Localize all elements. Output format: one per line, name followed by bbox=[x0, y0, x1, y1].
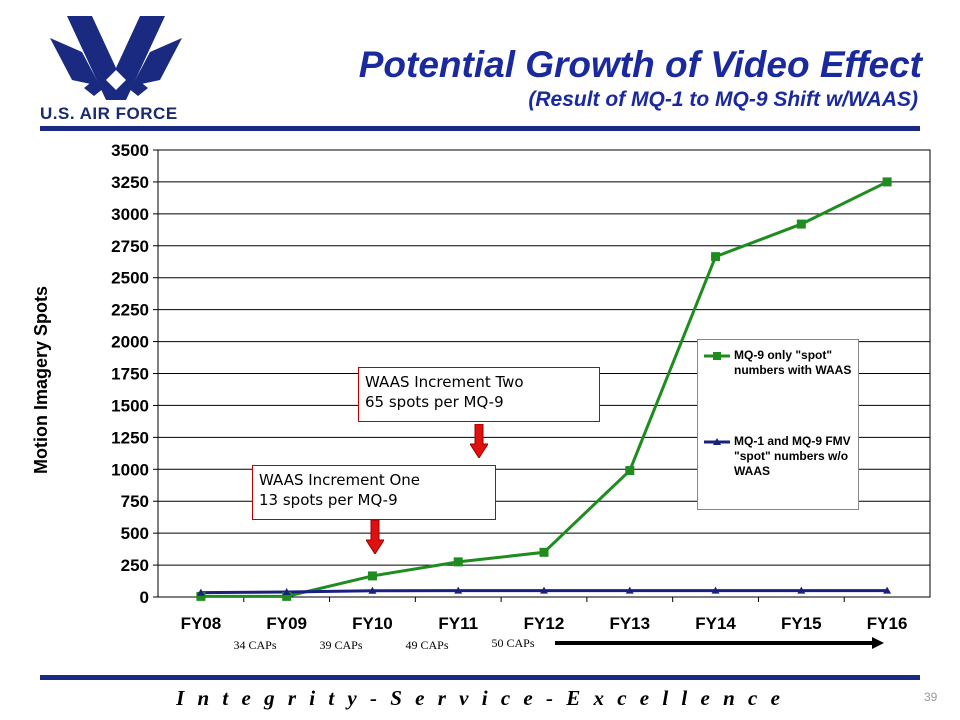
y-tick-label: 250 bbox=[121, 556, 149, 575]
data-point bbox=[454, 586, 463, 594]
data-point bbox=[196, 588, 205, 596]
cap-label: 49 CAPs bbox=[405, 638, 448, 652]
callout-one-line2: 13 spots per MQ-9 bbox=[259, 491, 398, 509]
data-point bbox=[883, 586, 892, 594]
legend-label-mq9: MQ-9 only "spot" numbers with WAAS bbox=[734, 348, 852, 377]
data-point bbox=[196, 591, 206, 601]
data-point bbox=[282, 591, 292, 601]
data-point bbox=[882, 177, 892, 187]
air-force-logo-icon bbox=[50, 16, 182, 100]
header-divider bbox=[40, 126, 920, 131]
cap-label: 50 CAPs bbox=[491, 636, 534, 650]
caps-timeline-arrowhead bbox=[872, 637, 884, 649]
y-tick-label: 1750 bbox=[111, 365, 149, 384]
callout-one-line1: WAAS Increment One bbox=[259, 471, 421, 489]
line-chart: 0 250 500 750 1000 1250 1500 1750 2000 2250 2500 27… bbox=[31, 141, 931, 652]
x-tick-label: FY10 bbox=[352, 614, 393, 633]
data-point bbox=[625, 586, 634, 594]
data-point bbox=[711, 252, 721, 262]
x-tick-label: FY08 bbox=[181, 614, 222, 633]
x-tick-label: FY09 bbox=[266, 614, 307, 633]
footer-motto: I n t e g r i t y - S e r v i c e - E x … bbox=[176, 686, 784, 710]
y-tick-label: 1500 bbox=[111, 396, 149, 415]
logo-text: U.S. AIR FORCE bbox=[40, 104, 178, 123]
data-point bbox=[368, 586, 377, 594]
y-tick-label: 0 bbox=[140, 588, 149, 607]
legend-swatch-square-icon bbox=[704, 352, 730, 360]
legend-swatch-triangle-icon bbox=[704, 438, 730, 445]
footer-divider bbox=[40, 675, 920, 680]
y-tick-label: 1250 bbox=[111, 428, 149, 447]
cap-label: 39 CAPs bbox=[319, 638, 362, 652]
page-subtitle: (Result of MQ-1 to MQ-9 Shift w/WAAS) bbox=[528, 88, 918, 111]
data-point bbox=[539, 547, 549, 557]
callout-waas-increment-one: WAAS Increment One 13 spots per MQ-9 bbox=[252, 465, 496, 520]
legend-label-mq1-mq9: MQ-1 and MQ-9 FMV "spot" numbers w/o WAA… bbox=[734, 434, 851, 478]
x-tick-label: FY11 bbox=[438, 614, 478, 633]
chart-legend: MQ-9 only "spot" numbers with WAAS MQ-1 … bbox=[697, 339, 859, 510]
x-tick-label: FY16 bbox=[867, 614, 908, 633]
data-point bbox=[625, 466, 635, 476]
y-tick-label: 3000 bbox=[111, 205, 149, 224]
x-tick-label: FY15 bbox=[781, 614, 822, 633]
callout-waas-increment-two: WAAS Increment Two 65 spots per MQ-9 bbox=[358, 367, 600, 422]
data-point bbox=[796, 219, 806, 229]
y-tick-label: 2000 bbox=[111, 333, 149, 352]
down-arrow-icon bbox=[470, 424, 488, 458]
page-title: Potential Growth of Video Effect bbox=[358, 44, 922, 85]
down-arrow-icon bbox=[366, 520, 384, 554]
data-point bbox=[367, 571, 377, 581]
y-tick-label: 3250 bbox=[111, 173, 149, 192]
x-tick-label: FY13 bbox=[609, 614, 650, 633]
callout-two-line1: WAAS Increment Two bbox=[365, 373, 524, 391]
y-axis-label: Motion Imagery Spots bbox=[31, 286, 51, 474]
data-point bbox=[282, 588, 291, 596]
y-tick-label: 2500 bbox=[111, 269, 149, 288]
y-tick-label: 3500 bbox=[111, 141, 149, 160]
x-tick-label: FY12 bbox=[524, 614, 565, 633]
callout-two-line2: 65 spots per MQ-9 bbox=[365, 393, 504, 411]
y-tick-label: 2750 bbox=[111, 237, 149, 256]
y-tick-label: 750 bbox=[121, 492, 149, 511]
page-number: 39 bbox=[924, 690, 938, 704]
y-tick-label: 2250 bbox=[111, 301, 149, 320]
x-tick-label: FY14 bbox=[695, 614, 736, 633]
data-point bbox=[711, 586, 720, 594]
data-point bbox=[797, 586, 806, 594]
y-tick-label: 500 bbox=[121, 524, 149, 543]
y-tick-label: 1000 bbox=[111, 460, 149, 479]
data-point bbox=[540, 586, 548, 594]
data-point bbox=[453, 557, 463, 567]
cap-label: 34 CAPs bbox=[233, 638, 276, 652]
